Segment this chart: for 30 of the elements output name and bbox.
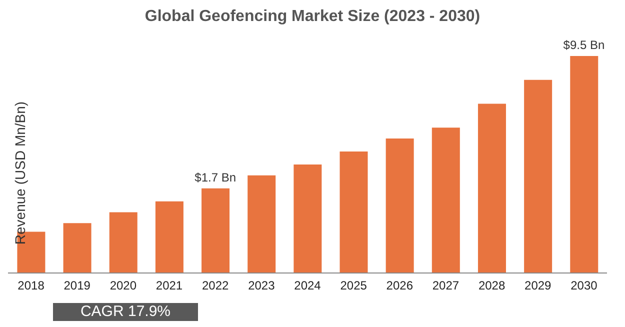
annotation: $1.7 Bn xyxy=(194,170,236,184)
x-tick-label: 2024 xyxy=(294,278,322,293)
x-tick-label: 2021 xyxy=(156,278,183,293)
bar xyxy=(248,175,276,273)
x-tick-label: 2018 xyxy=(18,278,45,293)
x-tick-label: 2023 xyxy=(248,278,276,293)
bar xyxy=(432,128,460,273)
y-axis-title: Revenue (USD Mn/Bn) xyxy=(12,101,28,245)
bar xyxy=(570,56,598,273)
bar xyxy=(478,104,506,273)
bar xyxy=(109,212,138,273)
x-tick-label: 2030 xyxy=(570,278,598,293)
text: CAGR 17.9% xyxy=(53,303,198,321)
bar xyxy=(155,201,184,273)
x-tick-label: 2022 xyxy=(202,278,230,293)
x-tick-label: 2019 xyxy=(64,278,91,293)
annotation: $9.5 Bn xyxy=(563,38,605,52)
bar xyxy=(340,151,368,273)
x-tick-label: 2020 xyxy=(110,278,137,293)
x-tick-label: 2029 xyxy=(524,278,552,293)
bar xyxy=(524,80,552,273)
chart-title: Global Geofencing Market Size (2023 - 2030) xyxy=(144,8,482,26)
bar xyxy=(202,188,230,273)
x-tick-label: 2026 xyxy=(386,278,414,293)
bar xyxy=(386,138,414,273)
bar xyxy=(63,223,92,273)
x-tick-label: 2028 xyxy=(478,278,506,293)
bar xyxy=(294,164,322,273)
x-tick-label: 2025 xyxy=(340,278,368,293)
x-tick-label: 2027 xyxy=(432,278,460,293)
